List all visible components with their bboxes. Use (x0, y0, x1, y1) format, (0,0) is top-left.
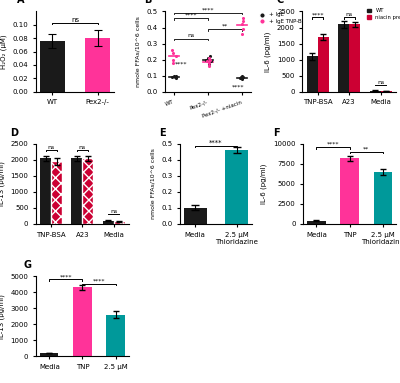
Bar (72, 158, 82, 224)
Text: D: D (10, 128, 18, 138)
Bar (318, 37, 329, 92)
Bar (40, 41, 65, 92)
Text: A: A (16, 0, 24, 5)
Text: ns: ns (79, 144, 86, 149)
Text: G: G (24, 260, 32, 270)
Bar (370, 91, 381, 92)
Text: ****: **** (327, 142, 339, 147)
Point (202, 57, 209, 63)
Bar (82, 158, 93, 224)
Legend: WT, niacin pretreated Pex2⁻/⁻: WT, niacin pretreated Pex2⁻/⁻ (365, 6, 400, 22)
Bar (349, 24, 360, 92)
Point (206, 63, 212, 69)
Bar (103, 221, 114, 224)
Text: ****: **** (60, 274, 72, 279)
Bar (307, 221, 326, 224)
Legend: + IgE, + IgE TNP-BSA: + IgE, + IgE TNP-BSA (254, 10, 311, 26)
Point (170, 60, 176, 66)
Point (207, 57, 214, 63)
Text: ****: **** (174, 62, 187, 67)
Bar (226, 150, 248, 224)
Point (172, 53, 179, 59)
Point (240, 26, 246, 32)
Bar (381, 91, 392, 92)
Point (169, 47, 175, 53)
Point (239, 76, 246, 82)
Point (206, 60, 213, 66)
Text: ns: ns (188, 33, 195, 38)
Point (205, 55, 212, 61)
Bar (85, 38, 110, 92)
Bar (40, 158, 51, 224)
Point (240, 18, 246, 24)
Point (238, 74, 245, 80)
Bar (106, 314, 125, 356)
Point (169, 50, 176, 56)
Point (206, 55, 212, 61)
Point (240, 74, 246, 80)
Bar (73, 287, 92, 356)
Bar (51, 161, 62, 224)
Bar (40, 353, 58, 356)
Text: ****: **** (232, 84, 244, 89)
Text: E: E (159, 128, 166, 138)
Y-axis label: IL-6 (pg/ml): IL-6 (pg/ml) (265, 31, 271, 72)
Y-axis label: nmole FFAs/10^6 cells: nmole FFAs/10^6 cells (151, 148, 156, 219)
Y-axis label: IL-13 (pg/ml): IL-13 (pg/ml) (0, 294, 5, 339)
Point (239, 21, 245, 27)
Text: ns: ns (346, 12, 353, 17)
Point (170, 57, 176, 63)
Text: ns: ns (48, 144, 55, 149)
Point (238, 31, 245, 37)
Bar (338, 24, 349, 92)
Text: ns: ns (110, 209, 117, 214)
Text: **: ** (222, 24, 228, 29)
Text: ****: **** (312, 12, 324, 17)
Y-axis label: IL-13 (pg/ml): IL-13 (pg/ml) (0, 161, 5, 206)
Point (207, 53, 213, 59)
Bar (340, 158, 359, 224)
Point (240, 15, 246, 21)
Text: ****: **** (185, 12, 198, 17)
Point (172, 75, 179, 81)
Text: ns: ns (71, 17, 79, 23)
Text: ****: **** (209, 140, 223, 146)
Point (172, 74, 179, 80)
Text: **: ** (363, 147, 369, 152)
Point (204, 58, 210, 64)
Y-axis label: IL-6 (pg/ml): IL-6 (pg/ml) (261, 164, 268, 204)
Bar (114, 221, 125, 224)
Point (237, 75, 243, 81)
Point (172, 74, 178, 80)
Point (206, 61, 212, 67)
Bar (307, 56, 318, 92)
Text: F: F (274, 128, 280, 138)
Text: ****: **** (93, 279, 105, 284)
Text: ****: **** (202, 8, 214, 13)
Text: B: B (144, 0, 151, 5)
Y-axis label: H₂O₂ (μM): H₂O₂ (μM) (0, 34, 7, 69)
Point (208, 58, 214, 64)
Text: C: C (276, 0, 284, 5)
Y-axis label: nmole FFAs/10^6 cells: nmole FFAs/10^6 cells (136, 16, 141, 87)
Bar (184, 208, 206, 224)
Point (168, 74, 175, 80)
Bar (374, 172, 392, 224)
Point (238, 74, 245, 80)
Text: ns: ns (377, 80, 384, 85)
Point (171, 74, 178, 80)
